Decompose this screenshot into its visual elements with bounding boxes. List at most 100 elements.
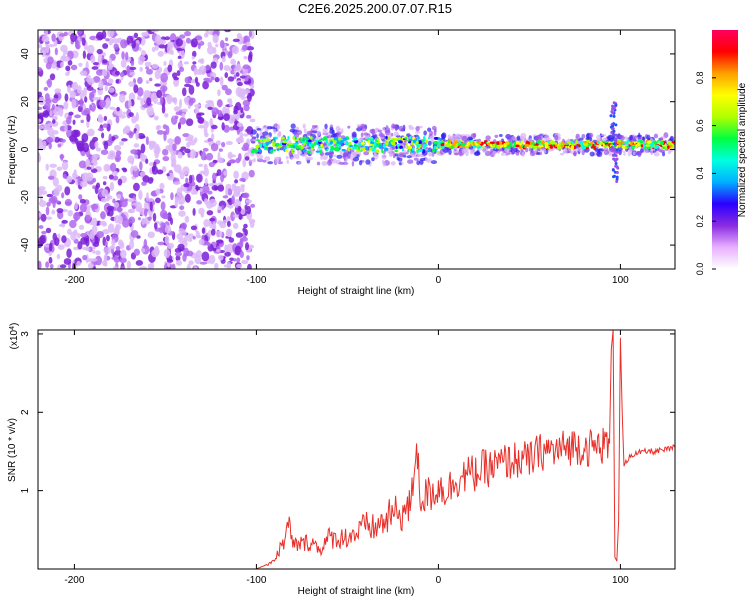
heatmap-cell bbox=[256, 158, 264, 163]
heatmap-cell bbox=[41, 35, 50, 43]
chart-title: C2E6.2025.200.07.07.R15 bbox=[298, 1, 452, 16]
heatmap-cell bbox=[57, 244, 65, 250]
heatmap-cell bbox=[653, 151, 660, 157]
heatmap-cell bbox=[360, 141, 366, 145]
heatmap-cell bbox=[654, 144, 660, 148]
heatmap-cell bbox=[219, 76, 224, 87]
heatmap-cell bbox=[303, 142, 306, 146]
heatmap-cell bbox=[65, 72, 70, 76]
heatmap-cell bbox=[227, 188, 233, 196]
heatmap-cell bbox=[253, 157, 256, 161]
heatmap-cell bbox=[615, 146, 619, 149]
heatmap-cell bbox=[171, 263, 176, 269]
heatmap-cell bbox=[585, 142, 589, 147]
heatmap-cell bbox=[394, 124, 398, 132]
heatmap-cell bbox=[137, 76, 143, 84]
heatmap-cell bbox=[226, 243, 234, 254]
heatmap-cell bbox=[79, 70, 88, 76]
heatmap-cell bbox=[226, 261, 232, 269]
heatmap-cell bbox=[173, 106, 181, 112]
heatmap-cell bbox=[73, 212, 81, 221]
heatmap-cell bbox=[477, 138, 482, 142]
x-tick-label: -200 bbox=[64, 575, 84, 586]
heatmap-cell bbox=[214, 262, 219, 269]
heatmap-cell bbox=[422, 145, 427, 149]
heatmap-cell bbox=[236, 257, 241, 263]
heatmap-cell bbox=[433, 128, 437, 133]
heatmap-cell bbox=[609, 114, 613, 118]
heatmap-cell bbox=[266, 137, 270, 142]
heatmap-cell bbox=[433, 136, 439, 140]
heatmap-cell bbox=[444, 143, 448, 147]
heatmap-cell bbox=[151, 63, 159, 69]
heatmap-cell bbox=[315, 139, 319, 143]
heatmap-cell bbox=[111, 170, 118, 176]
heatmap-cell bbox=[167, 259, 174, 263]
heatmap-cell bbox=[667, 149, 672, 155]
heatmap-cell bbox=[170, 192, 174, 201]
heatmap-cell bbox=[166, 173, 170, 177]
heatmap-cell bbox=[477, 141, 482, 145]
heatmap-cell bbox=[231, 195, 235, 205]
heatmap-cell bbox=[150, 93, 155, 102]
heatmap-cell bbox=[567, 140, 572, 145]
heatmap-cell bbox=[241, 259, 249, 265]
heatmap-cell bbox=[167, 64, 173, 73]
heatmap-cell bbox=[249, 220, 255, 229]
heatmap-cell bbox=[40, 213, 47, 222]
heatmap-cell bbox=[333, 137, 339, 141]
heatmap-cell bbox=[636, 134, 643, 138]
heatmap-cell bbox=[198, 238, 205, 245]
heatmap-cell bbox=[444, 141, 448, 145]
heatmap-cell bbox=[232, 38, 240, 43]
heatmap-cell bbox=[72, 119, 76, 125]
heatmap-cell bbox=[224, 72, 229, 79]
heatmap-cell bbox=[287, 135, 290, 141]
heatmap-cell bbox=[223, 113, 230, 121]
heatmap-cell bbox=[119, 114, 127, 119]
heatmap-cell bbox=[173, 97, 178, 105]
heatmap-cell bbox=[82, 142, 90, 153]
heatmap-cell bbox=[487, 142, 491, 146]
heatmap-cell bbox=[256, 127, 262, 131]
heatmap-cell bbox=[612, 175, 616, 179]
heatmap-cell bbox=[322, 154, 328, 161]
heatmap-cell bbox=[45, 227, 52, 234]
heatmap-cell bbox=[80, 236, 88, 245]
heatmap-cell bbox=[629, 134, 633, 141]
heatmap-cell bbox=[104, 85, 108, 92]
heatmap-cell bbox=[159, 96, 164, 105]
heatmap-cell bbox=[126, 260, 132, 269]
heatmap-cell bbox=[209, 217, 216, 222]
heatmap-cell bbox=[282, 140, 288, 144]
heatmap-cell bbox=[116, 106, 120, 112]
heatmap-cell bbox=[147, 216, 152, 221]
heatmap-cell bbox=[504, 142, 510, 145]
heatmap-cell bbox=[256, 146, 259, 151]
heatmap-cell bbox=[622, 140, 625, 145]
heatmap-cell bbox=[647, 140, 651, 145]
heatmap-cell bbox=[105, 38, 110, 42]
heatmap-cell bbox=[535, 135, 542, 140]
heatmap-cell bbox=[45, 206, 50, 216]
heatmap-cell bbox=[469, 148, 474, 155]
heatmap-cell bbox=[315, 150, 320, 153]
heatmap-cell bbox=[508, 135, 512, 141]
snr-x-ticks: -200 -100 0 100 bbox=[64, 330, 629, 586]
colorbar-tick-label: 0.2 bbox=[695, 215, 705, 228]
heatmap-cell bbox=[177, 151, 183, 159]
x-tick-label: 100 bbox=[612, 575, 629, 586]
heatmap-cell bbox=[235, 86, 243, 97]
heatmap-cell bbox=[416, 149, 419, 154]
heatmap-cell bbox=[73, 169, 77, 177]
heatmap-cell bbox=[161, 104, 166, 114]
heatmap-cell bbox=[324, 123, 328, 130]
heatmap-cell bbox=[215, 239, 224, 244]
heatmap-cell bbox=[61, 192, 65, 199]
heatmap-cell bbox=[206, 79, 213, 83]
heatmap-cell bbox=[271, 140, 275, 143]
heatmap-cell bbox=[43, 102, 51, 110]
heatmap-cell bbox=[112, 198, 116, 204]
heatmap-cell bbox=[92, 136, 99, 142]
heatmap-cell bbox=[644, 147, 649, 154]
